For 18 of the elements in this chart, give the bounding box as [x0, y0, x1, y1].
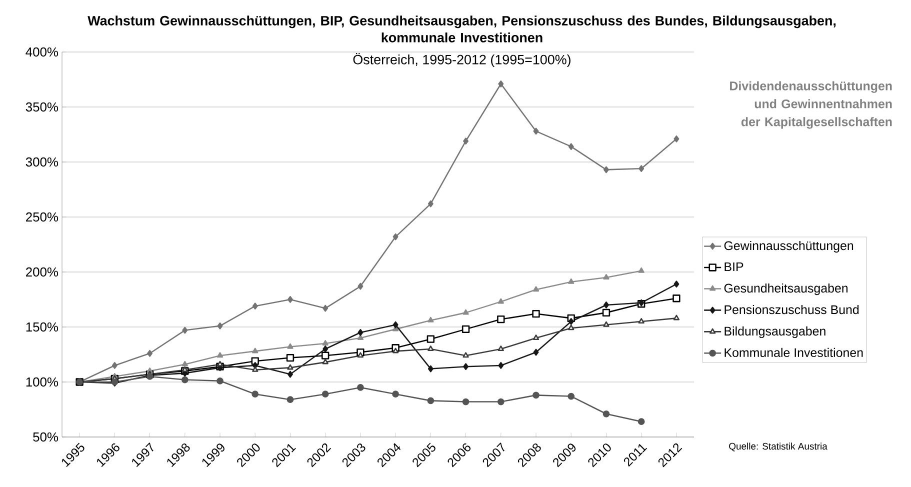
chart-title: Wachstum Gewinnausschüttungen, BIP, Gesundheitsausgaben, Pensionszuschuss des Bundes, Bildungsausgaben, kommunale Investitionen	[88, 16, 836, 42]
legend-label: Kommunale Investitionen	[724, 348, 863, 358]
y-tick-label: 50%	[33, 432, 58, 442]
legend-label: Pensionszuschuss Bund	[724, 304, 859, 314]
y-tick-label: 400%	[26, 47, 58, 57]
legend-label: Gesundheitsausgaben	[724, 283, 848, 296]
legend-label: Bildungsausgaben	[724, 326, 826, 338]
y-tick-label: 250%	[26, 212, 58, 222]
y-tick-label: 350%	[26, 102, 58, 112]
legend-label: Gewinnausschüttungen	[724, 240, 854, 253]
y-tick-label: 100%	[26, 377, 58, 387]
text: Dividendenausschüttungen und Gewinnentnahmen der Kapitalgesellschaften	[730, 81, 892, 129]
source-note: Quelle: Statistik Austria	[729, 442, 828, 452]
y-tick-label: 300%	[26, 157, 58, 167]
legend-label: BIP	[724, 262, 744, 272]
y-tick-label: 150%	[26, 322, 58, 332]
chart-subtitle: Österreich, 1995-2012 (1995=100%)	[353, 52, 570, 68]
y-tick-label: 200%	[26, 267, 58, 277]
